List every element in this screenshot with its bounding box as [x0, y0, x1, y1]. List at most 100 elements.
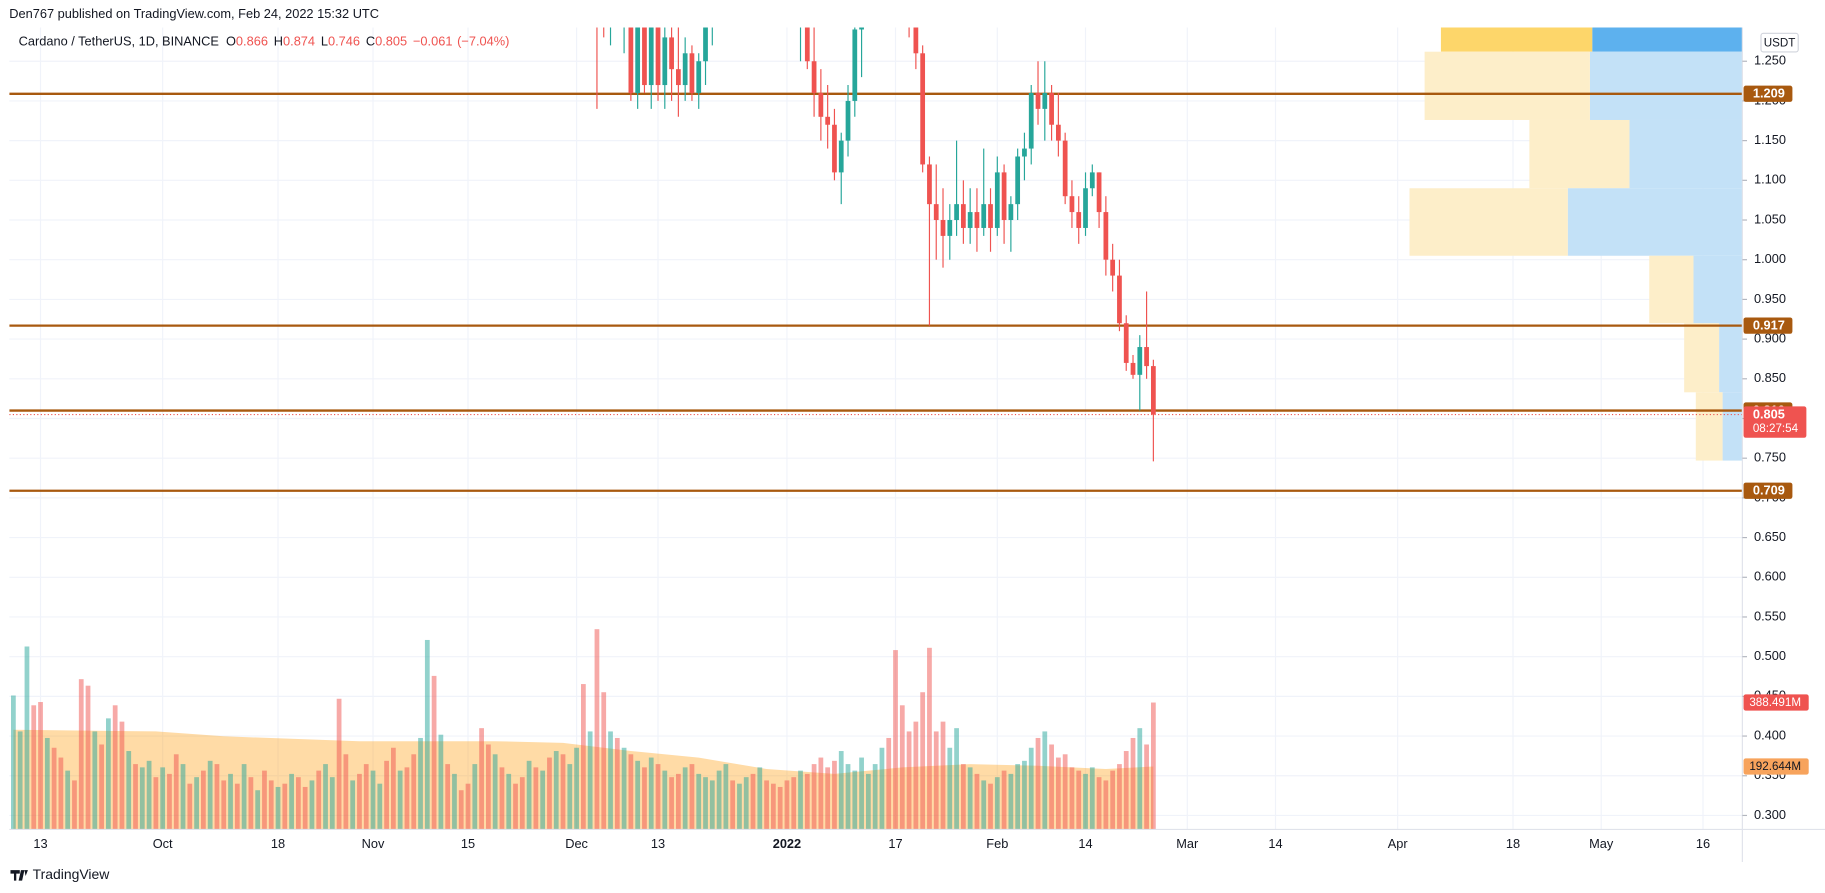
- volume-bar: [438, 734, 444, 830]
- candle-body: [927, 164, 932, 205]
- volume-bar: [703, 777, 708, 830]
- change: −0.061: [413, 34, 452, 49]
- profile-up: [1719, 323, 1743, 393]
- profile-up: [1592, 27, 1743, 52]
- volume-bar: [44, 737, 50, 830]
- volume-bar: [119, 721, 125, 830]
- volume-ma-badge: [1743, 758, 1809, 775]
- volume-bar: [201, 770, 206, 830]
- volume-bar: [92, 731, 98, 830]
- y-tick-label: 0.950: [1754, 291, 1786, 306]
- brand: TradingView: [33, 866, 111, 882]
- candle-body: [676, 69, 681, 86]
- volume-bar: [1069, 767, 1075, 830]
- candle-body: [628, 27, 634, 93]
- volume-bar: [974, 773, 980, 830]
- volume-bar: [479, 728, 484, 830]
- volume-bar: [309, 780, 315, 830]
- volume-bar: [689, 764, 695, 830]
- y-tick-label: 1.000: [1754, 251, 1786, 266]
- volume-bar: [553, 751, 559, 830]
- volume-bar: [608, 731, 613, 830]
- axes: 0.3000.3500.4000.4500.5000.5500.6000.650…: [33, 53, 1809, 851]
- volume-bar: [194, 777, 199, 830]
- y-tick-label: 1.050: [1754, 211, 1786, 226]
- candle-body: [845, 100, 851, 141]
- volume-bar: [913, 721, 919, 830]
- volume-bar: [1042, 731, 1048, 830]
- profile-up: [1589, 51, 1743, 120]
- volume-bar: [268, 780, 274, 830]
- y-tick-label: 0.750: [1754, 450, 1786, 465]
- volume-bar: [160, 767, 166, 830]
- volume-bar: [621, 747, 627, 830]
- volume-bar: [228, 773, 233, 830]
- level-badge: [1743, 85, 1793, 102]
- candle-body: [1089, 172, 1095, 189]
- volume-bar: [51, 747, 57, 830]
- volume-bar: [506, 773, 512, 830]
- volume-bar: [784, 780, 790, 830]
- ohlc-value: 0.866: [236, 34, 268, 49]
- volume-bar: [540, 770, 546, 830]
- volume-bar: [770, 783, 776, 830]
- candle-body: [954, 204, 959, 221]
- volume-bar: [533, 767, 539, 830]
- volume-bar: [431, 675, 437, 830]
- volume-bar: [106, 718, 111, 830]
- currency[interactable]: USDT: [1764, 36, 1796, 49]
- x-tick-label: Mar: [1176, 836, 1199, 851]
- volume-bar: [465, 783, 471, 830]
- volume-bar: [133, 764, 138, 830]
- profile-down: [1529, 119, 1630, 189]
- volume-bar: [526, 760, 532, 830]
- volume-bar: [499, 767, 505, 830]
- volume-bar: [893, 650, 898, 830]
- volume-bar: [180, 764, 186, 830]
- volume-bar: [777, 786, 783, 830]
- volume-bar: [852, 770, 858, 830]
- x-tick-label: Feb: [986, 836, 1008, 851]
- x-tick-label: 14: [1078, 836, 1092, 851]
- candle-body: [662, 37, 668, 86]
- candle-body: [669, 37, 674, 70]
- volume-bar: [676, 773, 681, 830]
- volume-bar: [988, 783, 993, 830]
- volume-bar: [886, 737, 892, 830]
- volume-bar: [146, 760, 152, 830]
- volume-bar: [282, 783, 288, 830]
- volume-bar: [1055, 757, 1061, 830]
- y-tick-label: 0.900: [1754, 330, 1786, 345]
- volume-bar: [1144, 744, 1149, 830]
- volume-bar: [818, 757, 824, 830]
- candle-body: [981, 204, 987, 228]
- volume-bar: [248, 777, 254, 830]
- volume-bar: [1130, 737, 1136, 830]
- volume-bar: [859, 757, 864, 830]
- currency-box[interactable]: [1760, 32, 1799, 53]
- volume-bar: [581, 684, 586, 830]
- level-badge: [1743, 482, 1793, 499]
- volume-bar: [17, 731, 23, 830]
- level-label: 0.709: [1753, 483, 1785, 498]
- candle-body: [1049, 92, 1054, 125]
- volume-bar: [1096, 777, 1102, 830]
- candle-body: [1123, 323, 1129, 363]
- volume-bar: [153, 777, 159, 830]
- volume-bar: [655, 764, 661, 830]
- volume-bar: [1089, 767, 1095, 830]
- volume-badge-label: 388.491M: [1749, 696, 1801, 709]
- candle-body: [1062, 140, 1068, 197]
- candle-body: [859, 27, 864, 30]
- candle-body: [838, 140, 844, 173]
- volume-bar: [560, 754, 566, 830]
- volume-bar: [601, 692, 607, 830]
- candle-body: [1076, 212, 1082, 228]
- candle-body: [1055, 124, 1061, 141]
- candle-body: [1035, 92, 1041, 109]
- x-tick-label: 15: [461, 836, 475, 851]
- level-label: 1.209: [1753, 86, 1785, 101]
- candle-body: [648, 27, 654, 86]
